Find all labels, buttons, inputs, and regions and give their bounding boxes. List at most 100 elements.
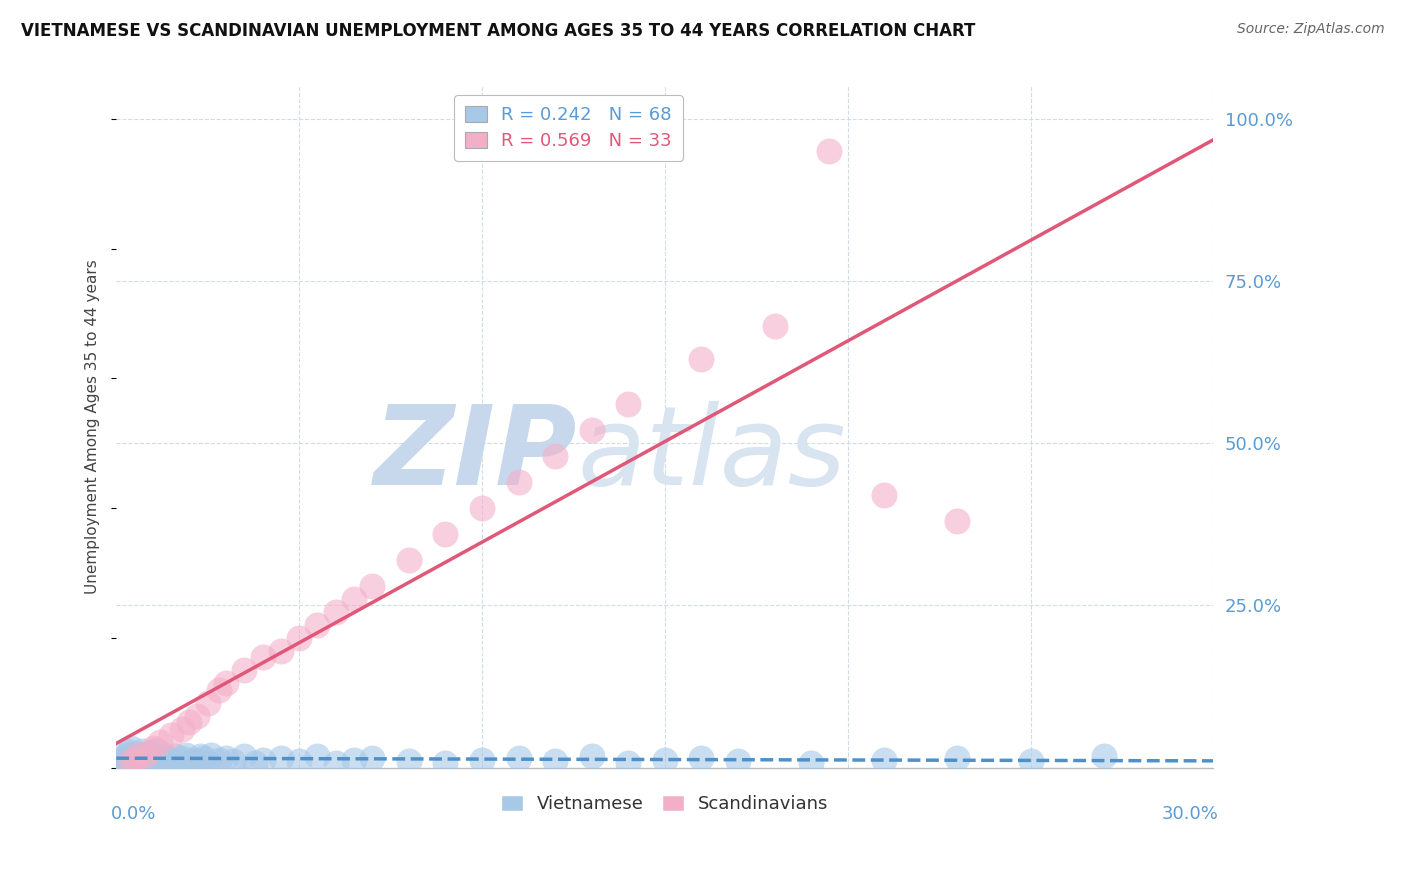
Point xyxy=(654,753,676,767)
Point xyxy=(325,605,347,619)
Point xyxy=(117,747,139,762)
Point xyxy=(727,754,749,768)
Point xyxy=(193,751,215,765)
Point xyxy=(127,751,149,765)
Point xyxy=(131,754,153,768)
Point xyxy=(117,753,139,767)
Legend: Vietnamese, Scandinavians: Vietnamese, Scandinavians xyxy=(494,788,835,820)
Point xyxy=(471,753,494,767)
Point xyxy=(1019,754,1042,768)
Point xyxy=(946,514,969,528)
Point xyxy=(233,664,256,678)
Point xyxy=(690,751,713,765)
Point xyxy=(179,715,201,730)
Point xyxy=(108,754,131,768)
Point xyxy=(145,754,167,768)
Point xyxy=(288,754,311,768)
Text: Source: ZipAtlas.com: Source: ZipAtlas.com xyxy=(1237,22,1385,37)
Point xyxy=(581,423,603,437)
Point xyxy=(124,754,146,768)
Y-axis label: Unemployment Among Ages 35 to 44 years: Unemployment Among Ages 35 to 44 years xyxy=(86,260,100,594)
Point xyxy=(544,754,567,768)
Point xyxy=(131,744,153,758)
Point xyxy=(818,145,841,159)
Point xyxy=(325,756,347,770)
Point xyxy=(112,757,135,772)
Point xyxy=(946,751,969,765)
Point xyxy=(398,754,420,768)
Point xyxy=(156,751,179,765)
Point xyxy=(167,757,190,772)
Point xyxy=(508,475,530,490)
Point xyxy=(617,756,640,770)
Point xyxy=(124,754,146,768)
Point xyxy=(215,676,238,690)
Point xyxy=(181,753,204,767)
Point xyxy=(690,351,713,366)
Point xyxy=(270,751,292,765)
Point xyxy=(434,527,457,541)
Text: 30.0%: 30.0% xyxy=(1163,805,1219,823)
Point xyxy=(149,735,172,749)
Point xyxy=(149,756,172,770)
Point xyxy=(288,631,311,645)
Point xyxy=(361,579,384,593)
Point xyxy=(120,749,142,764)
Point xyxy=(398,553,420,567)
Point xyxy=(1092,749,1115,764)
Point xyxy=(172,722,194,736)
Point xyxy=(127,747,149,762)
Point xyxy=(179,756,201,770)
Point xyxy=(307,749,329,764)
Point xyxy=(343,592,366,607)
Point xyxy=(124,747,146,761)
Point xyxy=(233,749,256,764)
Point xyxy=(117,744,139,758)
Point xyxy=(434,756,457,770)
Point xyxy=(163,749,186,764)
Point xyxy=(105,756,128,770)
Point xyxy=(142,744,165,758)
Point xyxy=(135,756,157,770)
Point xyxy=(120,756,142,770)
Point xyxy=(343,753,366,767)
Point xyxy=(120,741,142,756)
Point xyxy=(142,741,165,756)
Point xyxy=(120,754,142,768)
Point xyxy=(145,742,167,756)
Point xyxy=(252,753,274,767)
Point xyxy=(361,751,384,765)
Point xyxy=(215,751,238,765)
Point xyxy=(172,751,194,765)
Point xyxy=(127,749,149,764)
Point xyxy=(112,751,135,765)
Point xyxy=(153,747,176,762)
Point xyxy=(208,753,231,767)
Text: ZIP: ZIP xyxy=(374,401,576,508)
Point xyxy=(131,747,153,762)
Point xyxy=(186,708,208,723)
Point xyxy=(270,644,292,658)
Point xyxy=(581,749,603,764)
Point xyxy=(142,751,165,765)
Point xyxy=(508,751,530,765)
Point xyxy=(471,501,494,516)
Point xyxy=(135,747,157,762)
Point xyxy=(873,488,896,502)
Point xyxy=(222,754,245,768)
Point xyxy=(186,754,208,768)
Point xyxy=(197,756,219,770)
Point xyxy=(197,696,219,710)
Point xyxy=(127,757,149,772)
Point xyxy=(190,749,212,764)
Point xyxy=(135,749,157,764)
Point xyxy=(763,319,786,334)
Point xyxy=(617,397,640,411)
Point xyxy=(138,747,160,761)
Text: atlas: atlas xyxy=(576,401,846,508)
Point xyxy=(544,449,567,463)
Point xyxy=(245,756,267,770)
Point xyxy=(800,756,823,770)
Point xyxy=(873,753,896,767)
Point xyxy=(252,650,274,665)
